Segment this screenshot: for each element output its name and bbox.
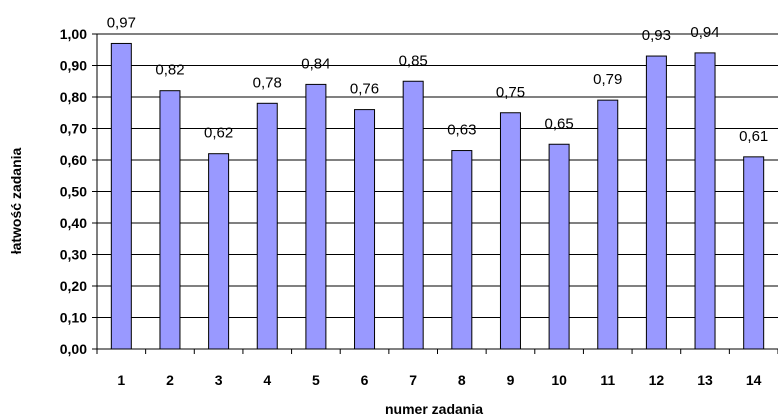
data-labels: 0,97 0,82 0,62 0,78 0,84 0,76 0,85 0,63 0,75 0,65…: [107, 14, 769, 144]
y-tick-label: 0,90: [60, 58, 87, 74]
x-tick-label: 1: [117, 372, 125, 388]
data-label: 0,79: [593, 71, 622, 88]
data-label: 0,61: [739, 128, 768, 145]
y-tick-label: 0,70: [60, 121, 87, 137]
data-label: 0,84: [301, 55, 330, 72]
data-label: 0,82: [155, 62, 184, 79]
bar: [548, 143, 570, 350]
y-tick-label: 0,40: [60, 215, 87, 231]
bars: [110, 42, 765, 350]
bar: [256, 102, 278, 350]
x-axis-title: numer zadania: [385, 401, 483, 417]
data-label: 0,63: [447, 122, 476, 139]
y-tick-label: 0,80: [60, 89, 87, 105]
bar: [402, 80, 424, 350]
data-label: 0,85: [399, 52, 428, 69]
x-tick-labels: 1 2 3 4 5 6 7 8 9 10 11 12 13 14: [117, 372, 761, 388]
bar: [499, 112, 521, 350]
data-label: 0,75: [496, 84, 525, 101]
y-tick-label: 0,00: [60, 341, 87, 357]
x-tick-label: 11: [600, 372, 615, 388]
x-tick-label: 3: [215, 372, 223, 388]
bar: [208, 153, 230, 350]
bar: [110, 42, 132, 350]
y-tick-label: 1,00: [60, 26, 87, 42]
x-tick-label: 8: [458, 372, 466, 388]
x-tick-label: 2: [166, 372, 174, 388]
x-tick-label: 5: [312, 372, 320, 388]
bar: [597, 99, 619, 350]
data-label: 0,65: [545, 115, 574, 132]
x-tick-label: 14: [746, 372, 762, 388]
bar: [743, 156, 765, 350]
data-label: 0,97: [107, 14, 136, 31]
bar: [159, 90, 181, 350]
bar: [451, 150, 473, 350]
y-tick-labels: 0,00 0,10 0,20 0,30 0,40 0,50 0,60 0,70 0,80 0,90…: [60, 26, 87, 357]
x-tick-label: 12: [649, 372, 665, 388]
data-label: 0,76: [350, 81, 379, 98]
x-tick-label: 9: [507, 372, 515, 388]
bar: [354, 109, 376, 350]
data-label: 0,94: [690, 24, 719, 41]
x-tick-label: 13: [697, 372, 713, 388]
y-tick-label: 0,30: [60, 247, 87, 263]
x-tick-label: 10: [551, 372, 567, 388]
bar: [645, 55, 667, 350]
y-tick-label: 0,50: [60, 184, 87, 200]
gridlines: [97, 33, 778, 318]
y-tick-label: 0,10: [60, 310, 87, 326]
x-tick-label: 7: [409, 372, 417, 388]
y-axis-title: łatwość zadania: [8, 147, 24, 254]
data-label: 0,62: [204, 125, 233, 142]
bar: [305, 83, 327, 350]
data-label: 0,93: [642, 27, 671, 44]
bar: [694, 52, 716, 350]
y-tick-label: 0,60: [60, 152, 87, 168]
x-tick-label: 6: [361, 372, 369, 388]
y-tick-label: 0,20: [60, 278, 87, 294]
axes: [92, 33, 778, 354]
data-label: 0,78: [253, 74, 282, 91]
x-tick-label: 4: [263, 372, 271, 388]
